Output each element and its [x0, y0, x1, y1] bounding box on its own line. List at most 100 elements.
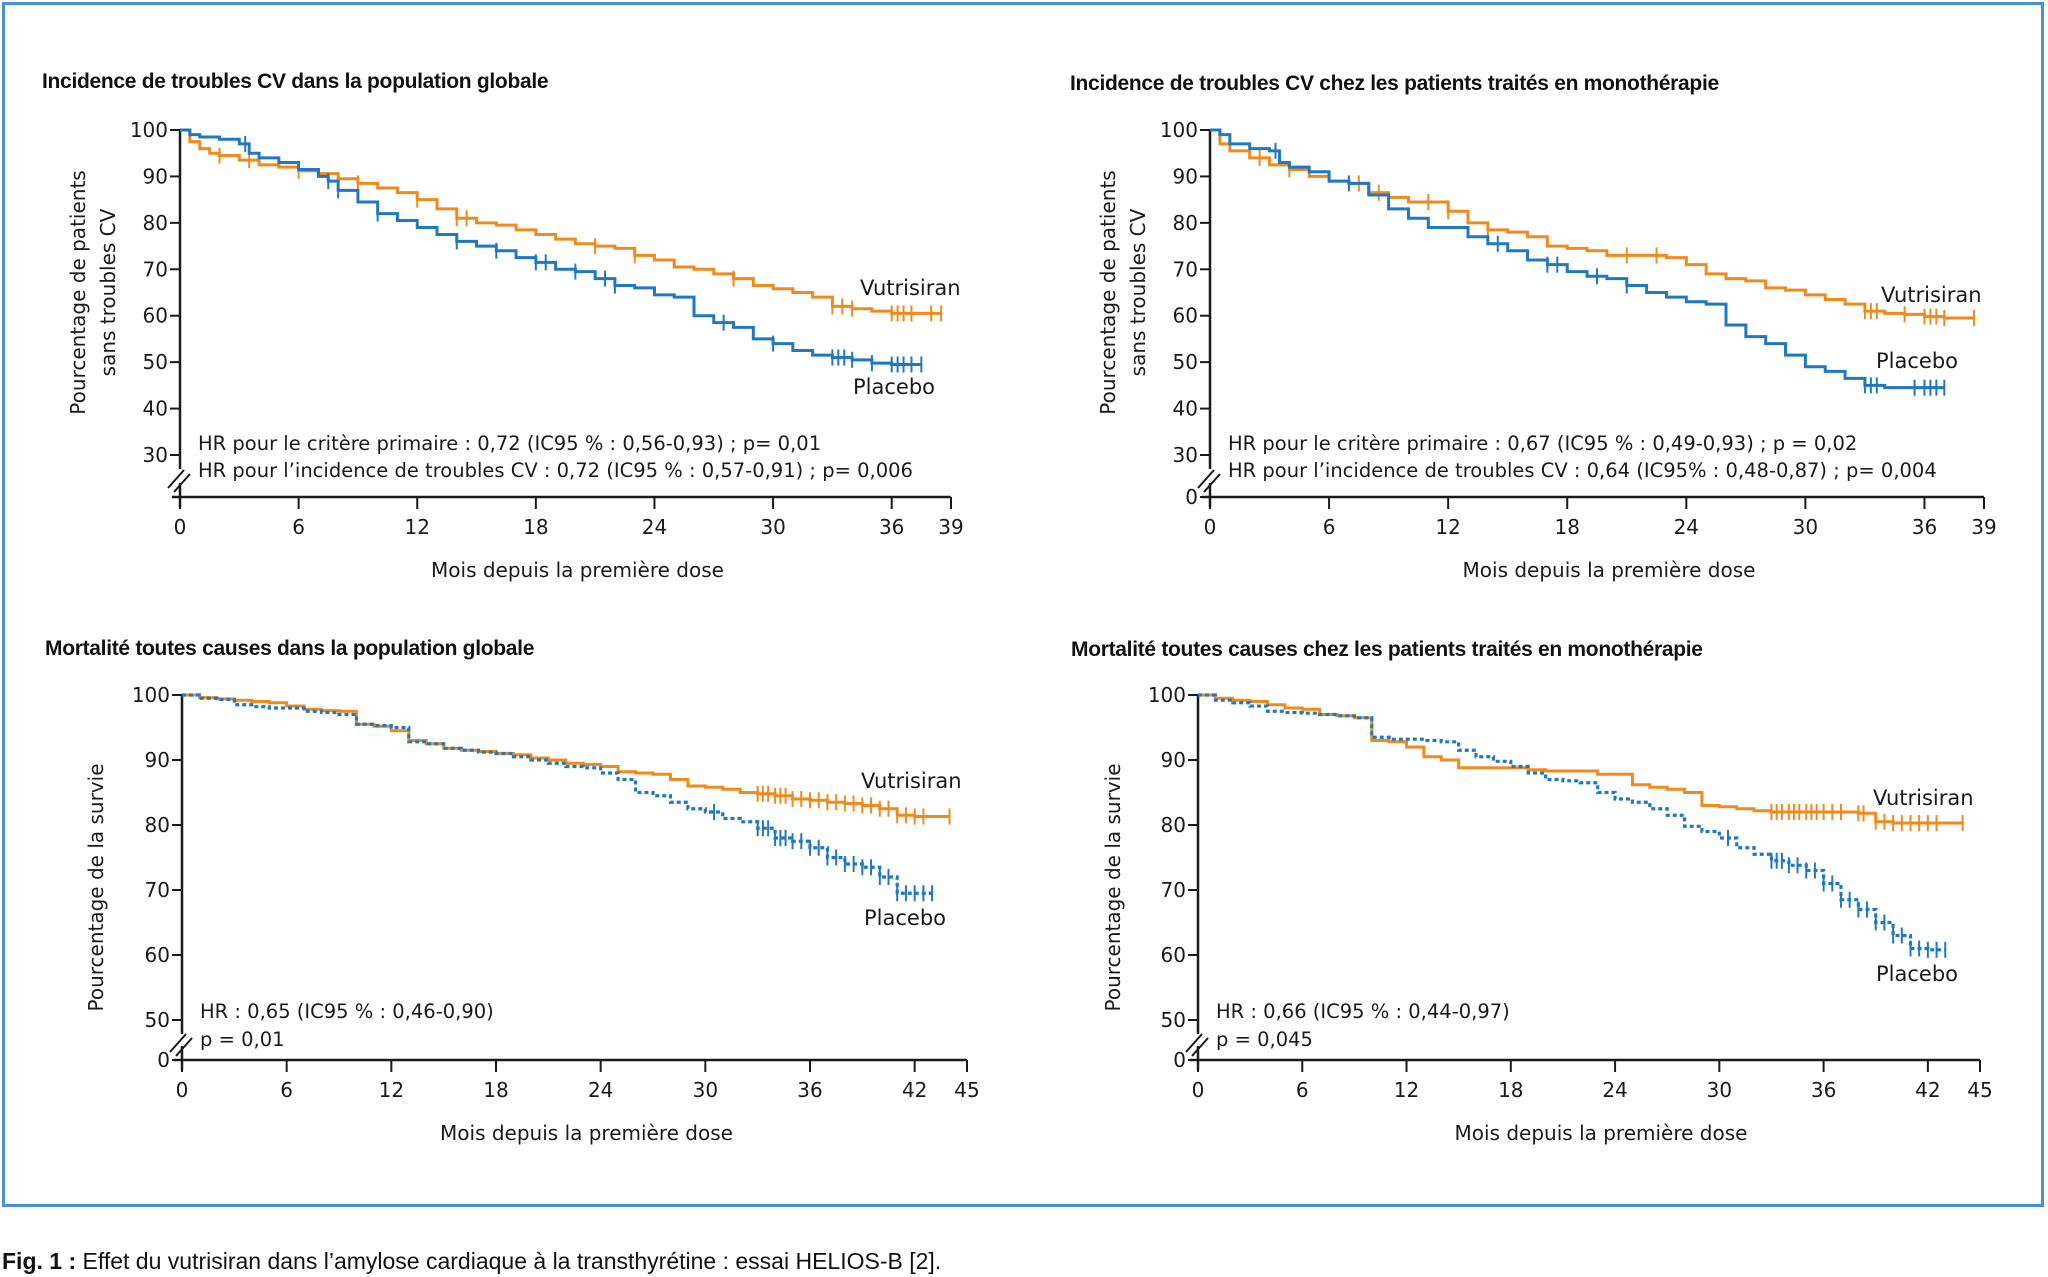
- y-tick-label: 60: [145, 943, 170, 967]
- x-tick-label: 18: [1498, 1078, 1523, 1102]
- y-tick-label: 90: [143, 164, 168, 188]
- caption-text: Effet du vutrisiran dans l’amylose cardi…: [76, 1248, 942, 1274]
- km-curve-placebo: [1210, 128, 1945, 390]
- hr-annotation: HR pour le critère primaire : 0,72 (IC95…: [198, 432, 821, 455]
- chart-title-cv-monotherapy: Incidence de troubles CV chez les patien…: [1070, 72, 1719, 95]
- axis-break-mark: [173, 473, 191, 493]
- km-curve-placebo: [180, 128, 922, 366]
- y-tick-label: 50: [1173, 350, 1198, 374]
- x-axis-title: Mois depuis la première dose: [1455, 1121, 1748, 1145]
- caption-prefix: Fig. 1 :: [2, 1248, 77, 1274]
- series-label-placebo: Placebo: [1876, 962, 1958, 986]
- x-tick-label: 42: [902, 1078, 927, 1102]
- km-curve-vutrisiran: [1210, 128, 1975, 320]
- y-tick-label: 80: [1173, 211, 1198, 235]
- chart-title-mortality-monotherapy: Mortalité toutes causes chez les patient…: [1071, 638, 1703, 661]
- y-tick-label: 50: [1161, 1008, 1186, 1032]
- y-tick-label: 40: [1173, 397, 1198, 421]
- x-tick-label: 30: [1793, 515, 1818, 539]
- x-tick-label: 39: [1971, 515, 1996, 539]
- y-tick-label: 50: [145, 1008, 170, 1032]
- hr-annotation: HR pour le critère primaire : 0,67 (IC95…: [1228, 432, 1857, 455]
- y-tick-label: 50: [143, 350, 168, 374]
- series-vutrisiran: Vutrisiran: [1210, 128, 1982, 327]
- km-curve-placebo: [1198, 693, 1946, 952]
- x-tick-label: 0: [1192, 1078, 1205, 1102]
- x-tick-label: 0: [1204, 515, 1217, 539]
- series-label-vutrisiran: Vutrisiran: [1873, 786, 1974, 810]
- series-placebo: Placebo: [1210, 128, 1958, 396]
- hr-annotation: HR : 0,65 (IC95 % : 0,46-0,90): [200, 1000, 494, 1023]
- x-tick-label: 6: [292, 515, 305, 539]
- y-tick-label: 100: [1148, 683, 1186, 707]
- y-tick-label: 90: [1173, 164, 1198, 188]
- x-tick-label: 24: [642, 515, 667, 539]
- y-tick-label: 70: [143, 257, 168, 281]
- axis-break-mark: [1191, 1037, 1209, 1057]
- chart-title-cv-global: Incidence de troubles CV dans la populat…: [42, 70, 549, 93]
- x-tick-label: 24: [588, 1078, 613, 1102]
- y-tick-label: 60: [1161, 943, 1186, 967]
- y-tick-label: 100: [1160, 118, 1198, 142]
- series-vutrisiran: Vutrisiran: [180, 128, 961, 322]
- y-tick-label: 60: [143, 304, 168, 328]
- y-tick-label: 90: [145, 748, 170, 772]
- x-tick-label: 6: [1296, 1078, 1309, 1102]
- series-placebo: Placebo: [182, 693, 946, 930]
- y-tick-label: 80: [1161, 813, 1186, 837]
- series-label-vutrisiran: Vutrisiran: [861, 769, 962, 793]
- hr-annotation: HR : 0,66 (IC95 % : 0,44-0,97): [1216, 1000, 1510, 1023]
- axis-break-mark: [1203, 473, 1221, 493]
- x-tick-label: 45: [1967, 1078, 1992, 1102]
- y-tick-label-zero: 0: [1185, 485, 1198, 509]
- km-curve-vutrisiran: [1198, 693, 1963, 825]
- km-curve-vutrisiran: [182, 693, 950, 819]
- x-tick-label: 45: [954, 1078, 979, 1102]
- series-vutrisiran: Vutrisiran: [1198, 693, 1974, 832]
- x-axis-title: Mois depuis la première dose: [1463, 558, 1756, 582]
- series-vutrisiran: Vutrisiran: [182, 693, 962, 825]
- series-label-vutrisiran: Vutrisiran: [1881, 283, 1982, 307]
- chart-mortality-monotherapy: 100 90 80 70 60 50 00 6 12 18 24 30 36 42 45 Mois depui…: [1101, 683, 1993, 1145]
- x-tick-label: 30: [1707, 1078, 1732, 1102]
- x-tick-label: 6: [1323, 515, 1336, 539]
- chart-cv-global: 100 90 80 70 60 50 40 30 0 6 12 18 24 30 36 39 Mois depu…: [66, 118, 964, 582]
- axis-break-mark: [169, 1033, 187, 1053]
- x-tick-label: 0: [174, 515, 187, 539]
- series-label-placebo: Placebo: [864, 906, 946, 930]
- x-tick-label: 36: [879, 515, 904, 539]
- y-tick-label: 70: [1161, 878, 1186, 902]
- x-tick-label: 18: [523, 515, 548, 539]
- series-placebo: Placebo: [1198, 693, 1958, 986]
- x-axis-title: Mois depuis la première dose: [440, 1121, 733, 1145]
- km-curve-placebo: [182, 693, 933, 895]
- hr-annotation: HR pour l’incidence de troubles CV : 0,6…: [1228, 459, 1937, 482]
- series-placebo: Placebo: [180, 128, 935, 399]
- y-tick-label-zero: 0: [1173, 1048, 1186, 1072]
- y-tick-label: 30: [1173, 443, 1198, 467]
- chart-cv-monotherapy: 100 90 80 70 60 50 40 30 00 6 12 18 24 30 36 39 Mois dep…: [1096, 118, 1997, 582]
- km-curve-vutrisiran: [180, 128, 942, 315]
- x-tick-label: 39: [938, 515, 963, 539]
- y-tick-label: 80: [145, 813, 170, 837]
- hr-annotation: p = 0,045: [1216, 1028, 1313, 1051]
- axis-break-mark: [167, 469, 185, 489]
- x-tick-label: 36: [1912, 515, 1937, 539]
- hr-annotation: p = 0,01: [200, 1028, 285, 1051]
- y-tick-label: 70: [145, 878, 170, 902]
- axis-break-mark: [1197, 469, 1215, 489]
- x-tick-label: 30: [760, 515, 785, 539]
- x-tick-label: 18: [483, 1078, 508, 1102]
- y-tick-label: 100: [132, 683, 170, 707]
- y-tick-label: 80: [143, 211, 168, 235]
- y-tick-label: 30: [143, 443, 168, 467]
- y-axis-title: Pourcentage de la survie: [1101, 763, 1125, 1011]
- y-tick-label: 40: [143, 397, 168, 421]
- x-tick-label: 24: [1674, 515, 1699, 539]
- y-axis-title: sans troubles CV: [96, 208, 120, 376]
- x-tick-label: 0: [176, 1078, 189, 1102]
- series-label-vutrisiran: Vutrisiran: [860, 276, 961, 300]
- x-axis-title: Mois depuis la première dose: [431, 558, 724, 582]
- y-tick-label-zero: 0: [157, 1048, 170, 1072]
